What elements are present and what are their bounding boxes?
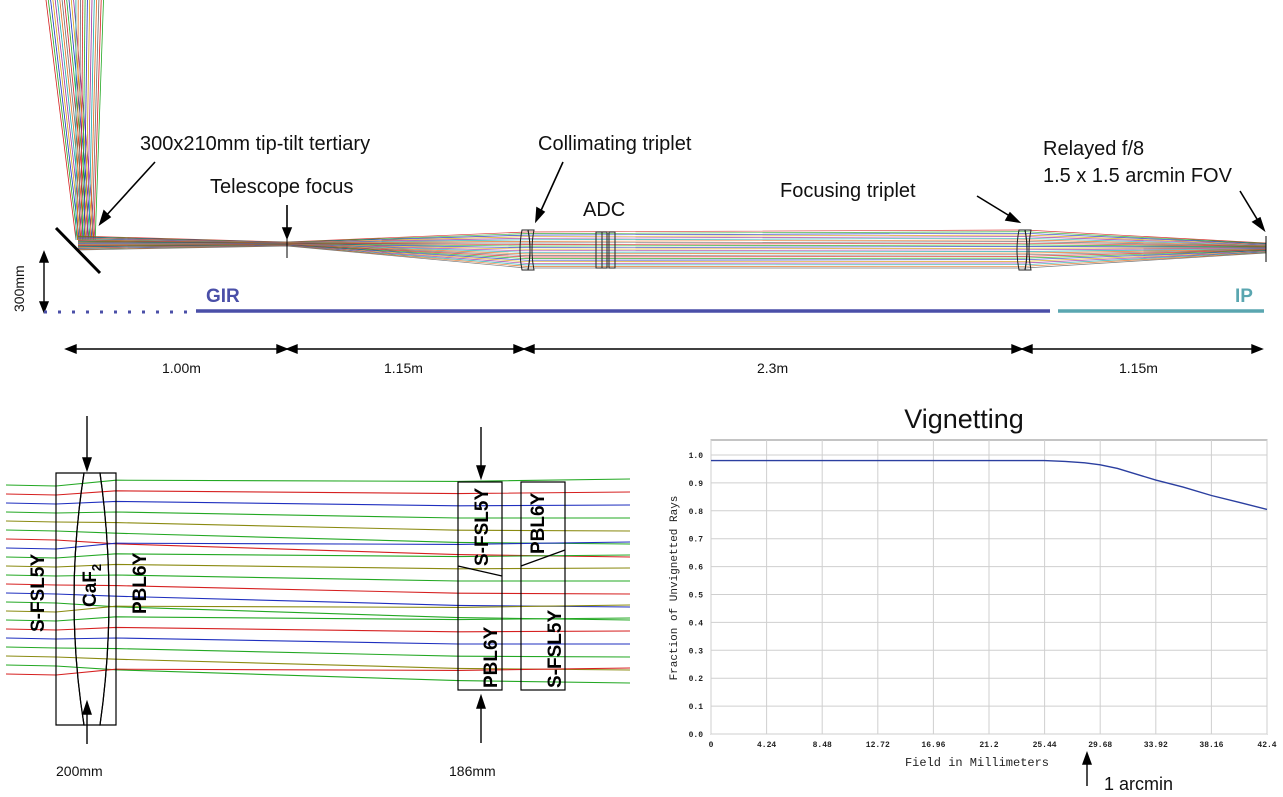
x-tick-label: 0 [709,741,714,750]
detail-ray [5,616,631,622]
dimension-4: 1.15m [1119,360,1158,376]
y-tick-label: 0.5 [689,592,704,601]
focusing-triplet-label: Focusing triplet [780,180,916,202]
detail-ray [5,637,630,645]
incoming-ray [85,0,91,241]
incoming-ray [88,0,95,241]
x-tick-label: 33.92 [1144,741,1168,750]
y-tick-label: 0.7 [689,536,704,545]
lens-detail: 200mm 186mm S-FSL5Y CaF2 PBL6Y S-FSL5Y P… [5,416,631,779]
detail-ray [5,664,631,684]
glass-label-mid-top: S-FSL5Y [472,488,493,566]
tertiary-mirror [54,226,102,275]
adc-label: ADC [583,199,625,221]
y-tick-label: 0.3 [689,647,704,656]
relay-ray [77,245,1267,269]
focusing-triplet-lens [1016,229,1032,271]
incoming-ray [94,0,104,241]
fov-label: 1.5 x 1.5 arcmin FOV [1043,165,1233,187]
incoming-ray [83,0,88,241]
x-axis-label: Field in Millimeters [905,756,1049,770]
dimension-1: 1.00m [162,360,201,376]
lens-group-1 [55,472,117,726]
incoming-ray [47,0,78,241]
x-tick-label: 12.72 [866,741,890,750]
vignetting-series-line [711,459,1268,511]
adc-elements [595,231,616,269]
glass-label-right-top: PBL6Y [528,492,549,554]
glass-label-mid-bottom: PBL6Y [481,626,502,688]
chart-grid [710,440,1268,735]
aperture-label-200: 200mm [56,763,103,779]
x-tick-label: 8.48 [813,741,832,750]
y-tick-label: 1.0 [689,452,704,461]
svg-text:CaF2: CaF2 [80,564,104,607]
incoming-ray [90,0,97,241]
telescope-focus-label: Telescope focus [210,176,353,198]
arcmin-arrow [1082,750,1092,786]
incoming-ray [86,0,93,241]
relayed-label: Relayed f/8 [1043,138,1144,160]
y-tick-label: 0.1 [689,703,704,712]
incoming-ray [93,0,102,241]
detail-ray [5,655,631,671]
y-tick-label: 0.8 [689,508,704,517]
dimension-arrows [64,343,1264,355]
x-tick-label: 16.96 [921,741,945,750]
dimension-2: 1.15m [384,360,423,376]
chart-ticks: 0 4.24 8.48 12.72 16.96 21.2 25.44 29.68 33.92 38… [689,452,1277,750]
incoming-ray [77,0,79,241]
x-tick-label: 38.16 [1199,741,1223,750]
y-tick-label: 0.0 [689,731,704,740]
relay-rays [77,229,1267,269]
x-tick-label: 29.68 [1088,741,1112,750]
dimension-3: 2.3m [757,360,788,376]
collimating-triplet-label: Collimating triplet [538,133,692,155]
x-tick-label: 42.4 [1257,741,1276,750]
arcmin-label: 1 arcmin [1104,774,1173,794]
incoming-ray [45,0,77,241]
y-tick-label: 0.9 [689,480,704,489]
scale-bar-label: 300mm [11,265,27,312]
y-tick-label: 0.6 [689,564,704,573]
y-tick-label: 0.4 [689,619,704,628]
lens-group-2 [457,481,566,691]
x-tick-label: 25.44 [1033,741,1057,750]
y-axis-label: Fraction of Unvignetted Rays [669,496,681,681]
glass-label-left: S-FSL5Y [28,554,49,632]
glass-label-right-bottom: S-FSL5Y [545,610,566,688]
chart-title: Vignetting [904,404,1024,434]
detail-ray [5,646,631,658]
tertiary-label: 300x210mm tip-tilt tertiary [140,133,370,155]
incoming-ray [80,0,84,241]
incoming-ray [91,0,100,241]
x-tick-label: 4.24 [757,741,776,750]
glass-label-caf2: CaF2 [80,564,104,607]
incoming-rays [45,0,104,241]
vignetting-chart: Vignetting 0 4.24 8.48 12.72 16.96 21.2 25.44 2… [669,404,1277,794]
incoming-ray [82,0,86,241]
incoming-ray [50,0,80,241]
detail-ray [5,626,631,633]
ip-label: IP [1235,286,1253,307]
x-tick-label: 21.2 [979,741,998,750]
glass-label-right: PBL6Y [130,552,151,614]
y-tick-label: 0.2 [689,675,704,684]
pointer-arrows [98,161,1266,241]
scale-bar [38,250,50,314]
gir-label: GIR [206,286,240,307]
top-layout: 300x210mm tip-tilt tertiary Telescope fo… [11,0,1267,376]
aperture-label-186: 186mm [449,763,496,779]
incoming-ray [78,0,81,241]
collimating-triplet-lens [519,229,535,271]
aperture-arrows [82,416,486,744]
